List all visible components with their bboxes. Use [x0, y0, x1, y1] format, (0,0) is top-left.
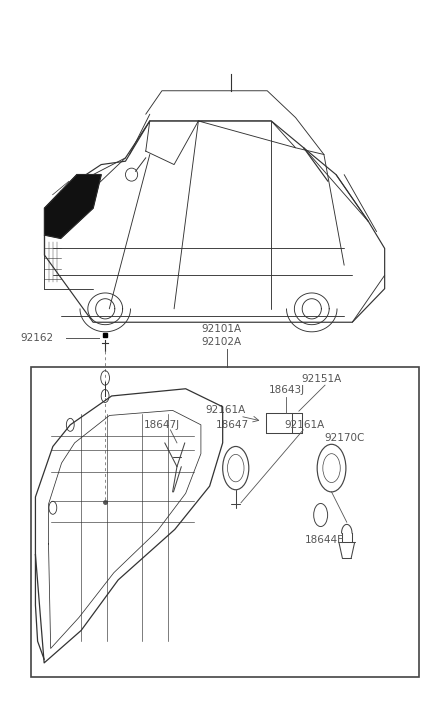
Text: 92170C: 92170C	[324, 433, 365, 443]
Text: 18643J: 18643J	[269, 385, 306, 395]
Text: 92161A: 92161A	[284, 420, 324, 430]
Text: 18647J: 18647J	[144, 420, 180, 430]
Text: 92101A: 92101A	[201, 324, 241, 334]
Text: 18644E: 18644E	[305, 535, 344, 545]
Text: 92162: 92162	[20, 333, 53, 343]
Text: 92161A: 92161A	[205, 406, 246, 415]
Text: 18647: 18647	[216, 420, 249, 430]
Text: 92102A: 92102A	[201, 337, 241, 347]
Text: 92151A: 92151A	[301, 374, 341, 384]
Bar	[31, 367, 419, 678]
Polygon shape	[45, 174, 101, 238]
